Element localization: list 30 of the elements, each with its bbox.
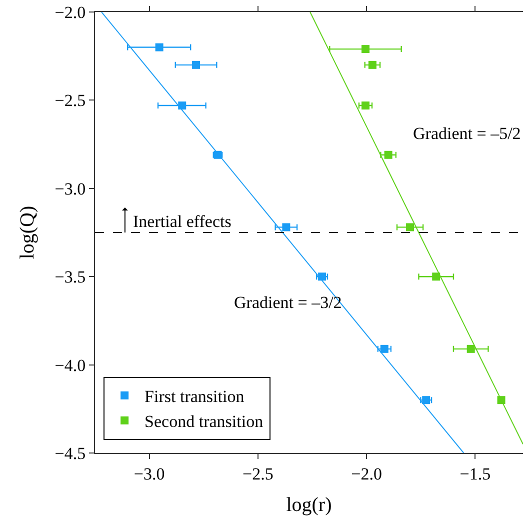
x-tick-label: −2.0: [351, 464, 382, 484]
legend-label: First transition: [144, 386, 245, 406]
y-tick-label: −2.0: [54, 2, 86, 22]
point: [155, 43, 164, 52]
point: [368, 60, 376, 69]
x-tick-label: −3.0: [134, 464, 165, 484]
y-tick-label: −3.0: [54, 179, 86, 198]
point: [380, 344, 388, 353]
ref-line-label: Inertial effects: [133, 212, 232, 231]
x-tick-label: −2.5: [242, 464, 274, 484]
point: [466, 344, 475, 353]
y-tick-label: −4.5: [54, 444, 86, 463]
y-tick-label: −4.0: [54, 356, 86, 375]
point: [384, 150, 392, 159]
point: [497, 396, 506, 404]
x-axis-title: log(r): [286, 494, 332, 516]
point: [432, 272, 440, 281]
y-tick-label: −3.5: [54, 268, 86, 287]
point: [282, 223, 290, 232]
point: [361, 45, 370, 54]
x-tick-label: −1.5: [460, 464, 491, 484]
y-tick-label: −2.5: [54, 91, 86, 110]
y-axis-title: log(Q): [16, 206, 38, 260]
legend-label: Second transition: [144, 412, 264, 432]
point: [192, 60, 200, 69]
point: [361, 101, 370, 110]
annotation: Gradient = –3/2: [234, 293, 342, 312]
point: [178, 101, 186, 110]
point: [406, 223, 414, 232]
annotation: Gradient = –5/2: [413, 124, 521, 143]
